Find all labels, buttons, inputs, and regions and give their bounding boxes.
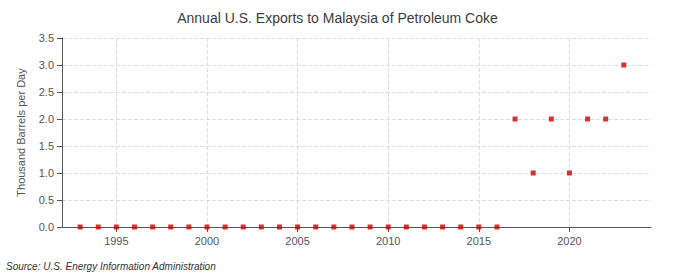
svg-text:0.0: 0.0 [39, 221, 54, 233]
svg-text:1.5: 1.5 [39, 140, 54, 152]
svg-text:Annual U.S. Exports to Malaysi: Annual U.S. Exports to Malaysia of Petro… [177, 10, 498, 26]
svg-text:2.0: 2.0 [39, 113, 54, 125]
svg-text:2010: 2010 [376, 235, 400, 247]
svg-text:1.0: 1.0 [39, 167, 54, 179]
svg-text:2005: 2005 [285, 235, 309, 247]
svg-text:2020: 2020 [557, 235, 581, 247]
svg-text:2000: 2000 [195, 235, 219, 247]
svg-text:3.5: 3.5 [39, 32, 54, 44]
svg-text:2015: 2015 [467, 235, 491, 247]
svg-text:3.0: 3.0 [39, 59, 54, 71]
svg-text:2.5: 2.5 [39, 86, 54, 98]
svg-text:0.5: 0.5 [39, 194, 54, 206]
svg-text:Source: U.S. Energy Informatio: Source: U.S. Energy Information Administ… [6, 261, 216, 272]
svg-text:1995: 1995 [104, 235, 128, 247]
svg-text:Thousand Barrels per Day: Thousand Barrels per Day [15, 68, 27, 197]
